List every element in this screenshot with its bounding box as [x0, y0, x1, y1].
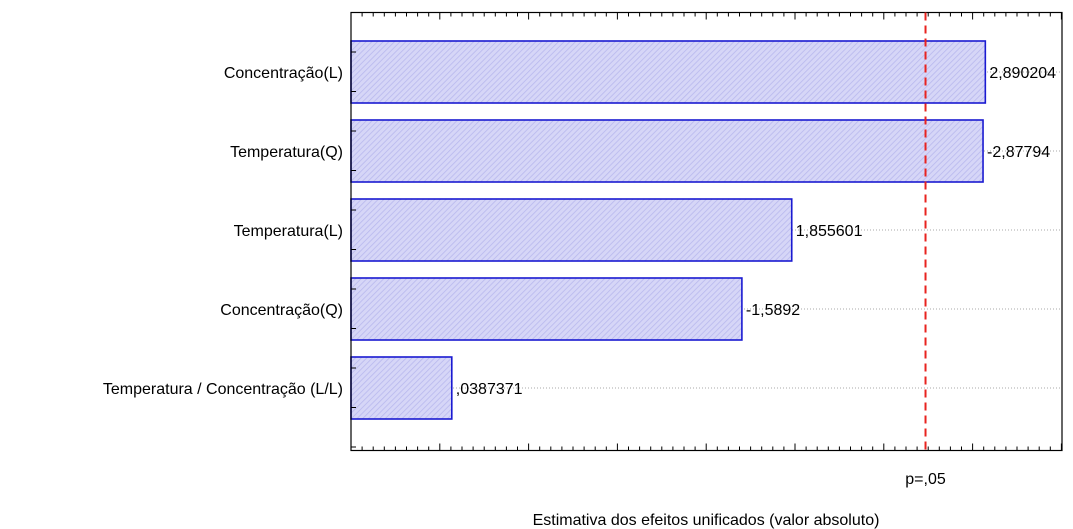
value-label: 2,890204	[989, 65, 1056, 82]
bar	[350, 119, 984, 183]
bar	[350, 356, 453, 420]
value-label: 1,855601	[796, 223, 863, 240]
axis-ticks	[350, 12, 1062, 451]
category-label: Temperatura(L)	[234, 223, 343, 240]
category-label: Temperatura / Concentração (L/L)	[103, 381, 343, 398]
value-label: -2,87794	[987, 144, 1050, 161]
category-label: Concentração(L)	[224, 65, 343, 82]
category-label: Concentração(Q)	[220, 302, 343, 319]
category-labels: Concentração(L) Temperatura(Q) Temperatura…	[103, 65, 343, 398]
category-label: Temperatura(Q)	[230, 144, 343, 161]
significance-label: p=,05	[905, 471, 946, 488]
bar	[350, 198, 793, 262]
x-axis-title: Estimativa dos efeitos unificados (valor…	[533, 512, 880, 529]
bars	[350, 40, 987, 420]
value-labels: 2,890204 -2,87794 1,855601 -1,5892 ,0387371	[456, 65, 1056, 398]
value-label: -1,5892	[746, 302, 800, 319]
value-label: ,0387371	[456, 381, 523, 398]
bar	[350, 277, 743, 341]
bar	[350, 40, 987, 104]
